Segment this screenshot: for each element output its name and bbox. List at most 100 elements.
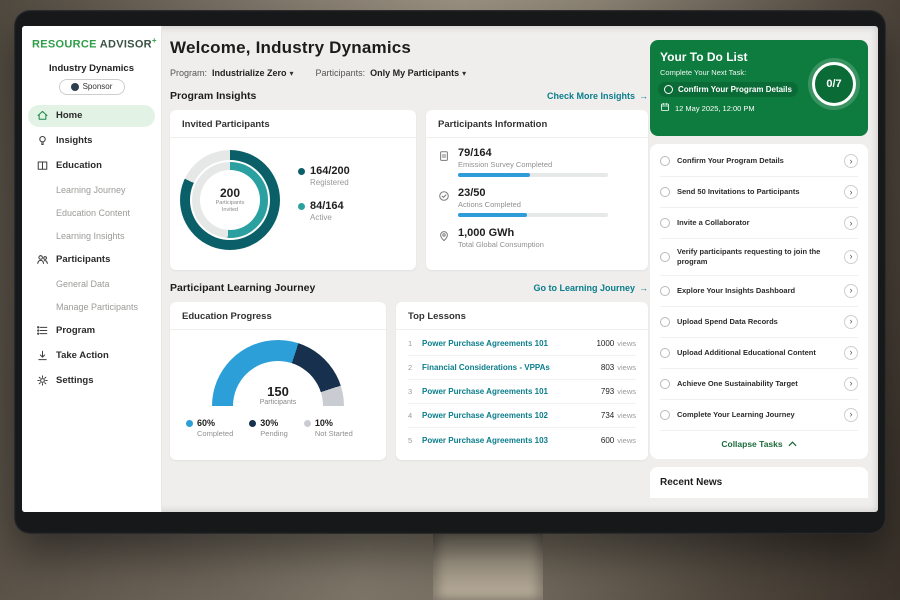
lesson-row: 5 Power Purchase Agreements 103 600views <box>408 428 636 452</box>
section-title-learning-journey: Participant Learning Journey <box>170 282 315 294</box>
program-filter-dropdown[interactable]: Industrialize Zero ▾ <box>212 68 294 78</box>
card-title: Education Progress <box>170 302 386 330</box>
task-checkbox[interactable] <box>660 218 670 228</box>
sidebar-item-learning-journey[interactable]: Learning Journey <box>28 180 155 201</box>
chevron-right-icon[interactable]: › <box>844 154 858 168</box>
gauge-center-value: 150 <box>212 384 344 399</box>
task-label: Send 50 Invitations to Participants <box>677 187 837 197</box>
learning-cards-row: Education Progress 150 Participants <box>170 302 648 460</box>
invited-legend: 164/200 Registered 84/164 <box>298 165 350 235</box>
donut-center-label: Participants Invited <box>208 200 252 214</box>
sidebar-item-participants[interactable]: Participants <box>28 249 155 271</box>
lesson-row: 1 Power Purchase Agreements 101 1000view… <box>408 332 636 356</box>
program-filter-value: Industrialize Zero <box>212 68 287 78</box>
check-more-insights-link[interactable]: Check More Insights → <box>547 91 648 101</box>
lesson-rank: 5 <box>408 436 422 445</box>
todo-task-row[interactable]: Complete Your Learning Journey › <box>660 400 858 431</box>
collapse-tasks-link[interactable]: Collapse Tasks <box>660 431 858 453</box>
task-checkbox[interactable] <box>660 156 670 166</box>
chevron-right-icon[interactable]: › <box>844 216 858 230</box>
sidebar-item-education[interactable]: Education <box>28 155 155 177</box>
sidebar-item-take-action[interactable]: Take Action <box>28 345 155 367</box>
chevron-right-icon[interactable]: › <box>844 377 858 391</box>
participants-filter-dropdown[interactable]: Only My Participants ▾ <box>370 68 466 78</box>
card-title: Invited Participants <box>170 110 416 138</box>
sidebar-item-insights[interactable]: Insights <box>28 130 155 152</box>
task-label: Upload Spend Data Records <box>677 317 837 327</box>
views-count: 734 <box>601 411 614 420</box>
lesson-link[interactable]: Power Purchase Agreements 101 <box>422 387 601 396</box>
todo-task-row[interactable]: Explore Your Insights Dashboard › <box>660 276 858 307</box>
actions-progress-fill <box>458 213 527 217</box>
registered-value: 164/200 <box>310 165 350 177</box>
main-content: Welcome, Industry Dynamics Program: Indu… <box>162 26 878 512</box>
task-checkbox[interactable] <box>660 252 670 262</box>
task-checkbox[interactable] <box>660 286 670 296</box>
chevron-right-icon[interactable]: › <box>844 408 858 422</box>
todo-task-row[interactable]: Upload Additional Educational Content › <box>660 338 858 369</box>
nav-label: Participants <box>56 254 110 265</box>
task-label: Confirm Your Program Details <box>677 156 837 166</box>
chevron-right-icon[interactable]: › <box>844 185 858 199</box>
sidebar-item-settings[interactable]: Settings <box>28 370 155 392</box>
sidebar-item-home[interactable]: Home <box>28 105 155 127</box>
todo-task-row[interactable]: Confirm Your Program Details › <box>660 146 858 177</box>
link-label: Check More Insights <box>547 91 635 101</box>
go-to-learning-journey-link[interactable]: Go to Learning Journey → <box>533 283 648 293</box>
lesson-link[interactable]: Power Purchase Agreements 101 <box>422 339 596 348</box>
calendar-icon <box>660 102 670 114</box>
lesson-link[interactable]: Financial Considerations - VPPAs <box>422 363 601 372</box>
invited-chart-area: 200 Participants Invited <box>170 138 416 262</box>
todo-task-row[interactable]: Verify participants requesting to join t… <box>660 239 858 276</box>
education-gauge-chart: 150 Participants <box>212 340 344 406</box>
sidebar-item-education-content[interactable]: Education Content <box>28 203 155 224</box>
not-started-value: 10% <box>315 418 333 428</box>
nav-label: General Data <box>56 279 110 289</box>
pending-dot-icon <box>249 420 256 427</box>
lesson-link[interactable]: Power Purchase Agreements 103 <box>422 436 601 445</box>
active-dot-icon <box>298 203 305 210</box>
survey-value: 79/164 <box>458 147 608 159</box>
todo-task-row[interactable]: Send 50 Invitations to Participants › <box>660 177 858 208</box>
pending-label: Pending <box>260 429 288 438</box>
sidebar-item-manage-participants[interactable]: Manage Participants <box>28 297 155 318</box>
task-checkbox[interactable] <box>660 379 670 389</box>
task-checkbox[interactable] <box>664 85 673 94</box>
survey-icon <box>438 147 450 177</box>
monitor-bezel: RESOURCE ADVISOR+ Industry Dynamics Spon… <box>14 10 886 534</box>
education-icon <box>36 159 49 172</box>
chevron-right-icon[interactable]: › <box>844 250 858 264</box>
legend-item-active: 84/164 Active <box>298 200 350 222</box>
task-checkbox[interactable] <box>660 187 670 197</box>
chevron-down-icon: ▾ <box>462 69 466 78</box>
lesson-views: 734views <box>601 411 636 420</box>
sidebar-item-general-data[interactable]: General Data <box>28 274 155 295</box>
actions-icon <box>438 187 450 217</box>
chevron-right-icon[interactable]: › <box>844 315 858 329</box>
lesson-link[interactable]: Power Purchase Agreements 102 <box>422 411 601 420</box>
todo-task-row[interactable]: Achieve One Sustainability Target › <box>660 369 858 400</box>
task-checkbox[interactable] <box>660 410 670 420</box>
sidebar-item-program[interactable]: Program <box>28 320 155 342</box>
legend-item-pending: 30% Pending <box>249 418 288 438</box>
program-filter-label: Program: <box>170 68 207 78</box>
sponsor-badge[interactable]: Sponsor <box>59 79 125 95</box>
chevron-right-icon[interactable]: › <box>844 346 858 360</box>
app-logo: RESOURCE ADVISOR+ <box>22 36 161 51</box>
sidebar-item-learning-insights[interactable]: Learning Insights <box>28 226 155 247</box>
nav-label: Settings <box>56 375 93 386</box>
task-checkbox[interactable] <box>660 317 670 327</box>
nav-label: Education <box>56 160 102 171</box>
lesson-row: 2 Financial Considerations - VPPAs 803vi… <box>408 356 636 380</box>
task-checkbox[interactable] <box>660 348 670 358</box>
brand-resource: RESOURCE <box>32 39 97 51</box>
todo-task-row[interactable]: Upload Spend Data Records › <box>660 307 858 338</box>
donut-center: 200 Participants Invited <box>200 170 260 230</box>
todo-next-task[interactable]: Confirm Your Program Details <box>658 82 798 97</box>
completed-dot-icon <box>186 420 193 427</box>
todo-task-row[interactable]: Invite a Collaborator › <box>660 208 858 239</box>
nav-label: Home <box>56 110 82 121</box>
program-insights-header: Program Insights Check More Insights → <box>170 90 648 102</box>
chevron-right-icon[interactable]: › <box>844 284 858 298</box>
info-row-consumption: 1,000 GWh Total Global Consumption <box>438 227 636 253</box>
